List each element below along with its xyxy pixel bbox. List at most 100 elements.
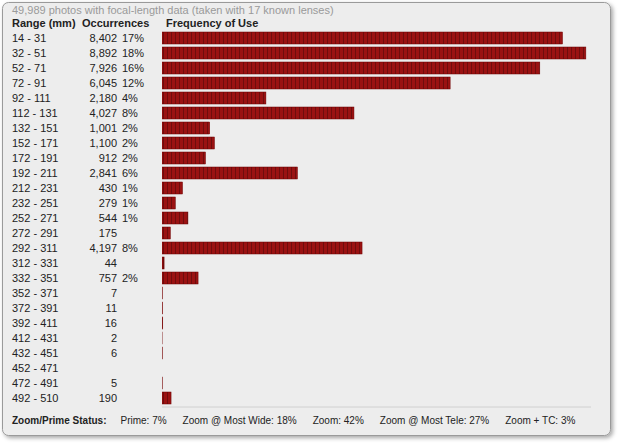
occurrence-label: 912 bbox=[99, 152, 117, 164]
percentage-label: 4% bbox=[122, 92, 138, 104]
bar bbox=[162, 197, 175, 209]
bar bbox=[162, 152, 205, 164]
percentage-label: 6% bbox=[122, 167, 138, 179]
category-label: 192 - 211 bbox=[12, 167, 58, 179]
percentage-label: 2% bbox=[122, 137, 138, 149]
bar bbox=[162, 392, 171, 404]
bar bbox=[162, 122, 210, 134]
occurrence-label: 175 bbox=[99, 227, 117, 239]
bar bbox=[162, 257, 164, 269]
occurrence-label: 2 bbox=[111, 332, 117, 344]
category-label: 172 - 191 bbox=[12, 152, 58, 164]
category-label: 52 - 71 bbox=[12, 62, 46, 74]
percentage-label: 8% bbox=[122, 242, 138, 254]
occurrence-label: 190 bbox=[99, 392, 117, 404]
percentage-label: 18% bbox=[122, 47, 144, 59]
occurrence-label: 8,892 bbox=[89, 47, 117, 59]
occurrence-label: 1,100 bbox=[89, 137, 117, 149]
bar bbox=[162, 77, 450, 89]
column-header: Frequency of Use bbox=[166, 17, 258, 29]
occurrence-label: 4,027 bbox=[89, 107, 117, 119]
category-label: 132 - 151 bbox=[12, 122, 58, 134]
occurrence-label: 16 bbox=[105, 317, 117, 329]
occurrence-label: 8,402 bbox=[89, 32, 117, 44]
footer-item: Prime: 7% bbox=[120, 415, 166, 426]
category-label: 312 - 331 bbox=[12, 257, 58, 269]
title: 49,989 photos with focal-length data (ta… bbox=[12, 4, 334, 16]
footer-item: Zoom @ Most Wide: 18% bbox=[183, 415, 297, 426]
chart: 49,989 photos with focal-length data (ta… bbox=[0, 0, 619, 444]
category-label: 292 - 311 bbox=[12, 242, 58, 254]
bar bbox=[162, 47, 586, 59]
occurrence-label: 2,180 bbox=[89, 92, 117, 104]
category-label: 14 - 31 bbox=[12, 32, 46, 44]
bar bbox=[162, 317, 163, 329]
footer-item: Zoom: 42% bbox=[313, 415, 364, 426]
category-label: 112 - 131 bbox=[12, 107, 58, 119]
bar bbox=[162, 347, 163, 359]
percentage-label: 1% bbox=[122, 197, 138, 209]
occurrence-label: 7,926 bbox=[89, 62, 117, 74]
bar bbox=[162, 182, 182, 194]
occurrence-label: 6,045 bbox=[89, 77, 117, 89]
category-label: 272 - 291 bbox=[12, 227, 58, 239]
bar bbox=[162, 227, 170, 239]
category-label: 252 - 271 bbox=[12, 212, 58, 224]
column-header: Occurrences bbox=[82, 17, 149, 29]
bar bbox=[162, 137, 214, 149]
percentage-label: 16% bbox=[122, 62, 144, 74]
category-label: 352 - 371 bbox=[12, 287, 58, 299]
bar bbox=[162, 107, 354, 119]
occurrence-label: 279 bbox=[99, 197, 117, 209]
bar bbox=[162, 287, 163, 299]
footer-item: Zoom @ Most Tele: 27% bbox=[380, 415, 490, 426]
category-label: 452 - 471 bbox=[12, 362, 58, 374]
footer-label: Zoom/Prime Status: bbox=[12, 415, 106, 426]
bar bbox=[162, 302, 163, 314]
occurrence-label: 430 bbox=[99, 182, 117, 194]
category-label: 332 - 351 bbox=[12, 272, 58, 284]
occurrence-label: 11 bbox=[106, 302, 117, 314]
bar bbox=[162, 32, 562, 44]
category-label: 32 - 51 bbox=[12, 47, 46, 59]
category-label: 72 - 91 bbox=[12, 77, 46, 89]
bar bbox=[162, 92, 266, 104]
footer-item: Zoom + TC: 3% bbox=[505, 415, 575, 426]
frame bbox=[3, 3, 611, 436]
occurrence-label: 1,001 bbox=[89, 122, 117, 134]
category-label: 92 - 111 bbox=[12, 92, 51, 104]
occurrence-label: 2,841 bbox=[89, 167, 117, 179]
occurrence-label: 5 bbox=[111, 377, 117, 389]
bar bbox=[162, 167, 297, 179]
occurrence-label: 4,197 bbox=[89, 242, 117, 254]
percentage-label: 8% bbox=[122, 107, 138, 119]
percentage-label: 1% bbox=[122, 212, 138, 224]
category-label: 372 - 391 bbox=[12, 302, 58, 314]
percentage-label: 1% bbox=[122, 182, 138, 194]
percentage-label: 2% bbox=[122, 122, 138, 134]
occurrence-label: 7 bbox=[111, 287, 117, 299]
occurrence-label: 757 bbox=[99, 272, 117, 284]
bars bbox=[162, 32, 586, 404]
category-label: 472 - 491 bbox=[12, 377, 58, 389]
bar bbox=[162, 332, 163, 344]
category-label: 412 - 431 bbox=[12, 332, 58, 344]
occurrence-label: 44 bbox=[105, 257, 117, 269]
bar bbox=[162, 272, 198, 284]
bar bbox=[162, 377, 163, 389]
occurrence-label: 6 bbox=[111, 347, 117, 359]
category-label: 152 - 171 bbox=[12, 137, 58, 149]
category-label: 232 - 251 bbox=[12, 197, 58, 209]
occurrence-label: 544 bbox=[99, 212, 117, 224]
percentage-label: 2% bbox=[122, 272, 138, 284]
column-header: Range (mm) bbox=[12, 17, 76, 29]
percentage-label: 17% bbox=[122, 32, 144, 44]
category-label: 432 - 451 bbox=[12, 347, 58, 359]
category-label: 392 - 411 bbox=[12, 317, 58, 329]
percentage-label: 12% bbox=[122, 77, 144, 89]
bar bbox=[162, 212, 188, 224]
bar bbox=[162, 242, 362, 254]
category-label: 212 - 231 bbox=[12, 182, 58, 194]
bar bbox=[162, 62, 540, 74]
category-label: 492 - 510 bbox=[12, 392, 58, 404]
